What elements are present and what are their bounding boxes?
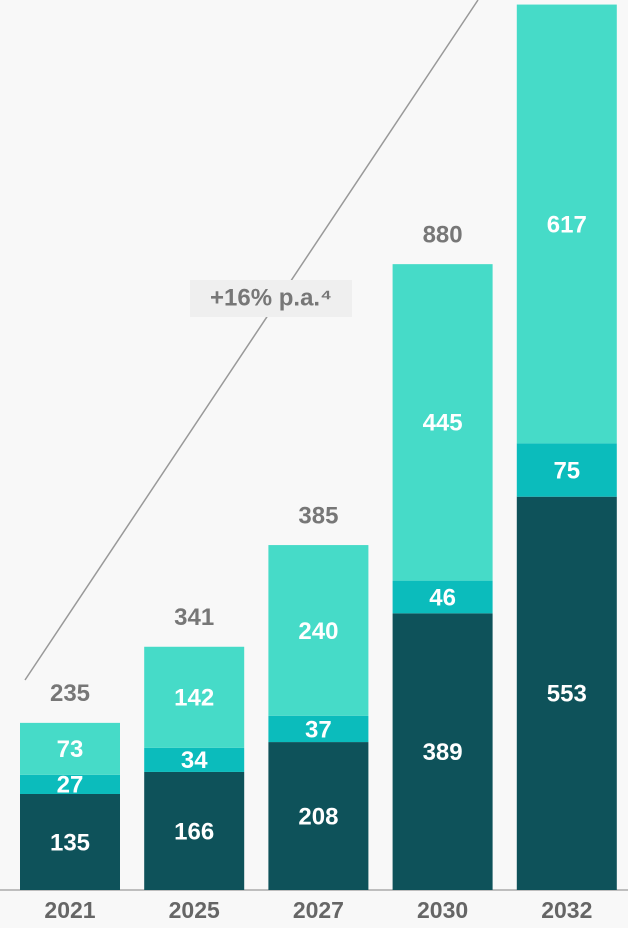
bar-segment: [268, 742, 369, 890]
bar-segment: [20, 793, 120, 890]
value-label: 389: [423, 739, 463, 766]
value-label: 617: [547, 211, 587, 238]
value-label: 37: [305, 716, 332, 743]
trend-line: [24, 0, 479, 681]
value-label: 240: [298, 618, 338, 645]
total-label: 341: [174, 604, 214, 631]
bar-segment: [516, 4, 617, 444]
bar-segment: [268, 545, 369, 716]
total-label: 385: [298, 502, 338, 529]
x-tick-label: 2027: [293, 897, 344, 923]
value-label: 142: [174, 685, 214, 712]
bar-segment: [392, 264, 493, 581]
bar-segment: [144, 771, 245, 890]
annotation: +16% p.a.⁴: [210, 284, 332, 311]
x-tick-label: 2032: [541, 897, 592, 923]
value-label: 135: [50, 829, 90, 856]
value-label: 73: [57, 736, 84, 763]
value-label: 553: [547, 681, 587, 708]
value-label: 27: [57, 772, 84, 799]
value-label: 445: [423, 410, 463, 437]
total-label: 235: [50, 680, 90, 707]
value-label: 166: [174, 818, 214, 845]
bar-segment: [144, 747, 245, 772]
bar-segment: [392, 613, 493, 890]
value-label: 46: [429, 584, 456, 611]
total-label: 880: [423, 221, 463, 248]
bar-segment: [516, 496, 617, 890]
value-label: 75: [553, 457, 580, 484]
x-tick-label: 2030: [417, 897, 468, 923]
x-tick-label: 2021: [44, 897, 95, 923]
x-tick-label: 2025: [169, 897, 220, 923]
bar-segment: [392, 580, 493, 614]
annotation-box: [190, 280, 352, 317]
bar-segment: [268, 715, 369, 743]
bar-segment: [20, 722, 120, 775]
value-label: 34: [181, 747, 208, 774]
bar-segment: [20, 774, 120, 794]
bar-segment: [144, 646, 245, 748]
value-label: 208: [298, 803, 338, 830]
bar-segment: [516, 443, 617, 497]
